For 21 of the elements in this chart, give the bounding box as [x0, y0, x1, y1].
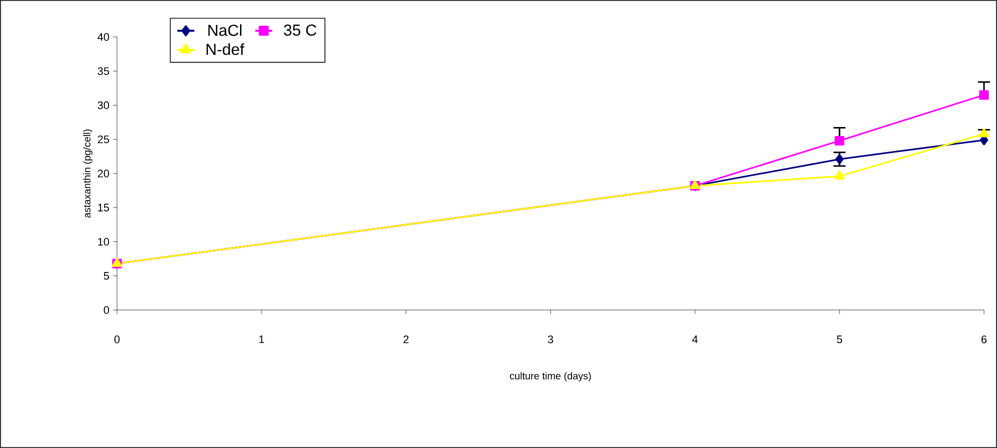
legend-label: NaCl	[208, 24, 242, 36]
x-axis-title: culture time (days)	[510, 372, 591, 382]
y-tick-label: 10	[98, 238, 110, 246]
y-tick-label: 5	[104, 272, 110, 280]
x-tick-label: 4	[692, 336, 698, 344]
legend-label: 35 C	[284, 24, 316, 36]
y-tick-label: 15	[98, 204, 110, 212]
y-tick-label: 0	[104, 306, 110, 314]
x-tick-label: 1	[259, 336, 264, 344]
x-tick-label: 3	[548, 336, 554, 344]
y-tick-label: 30	[98, 101, 110, 110]
y-tick-label: 20	[98, 170, 110, 178]
x-tick-label: 6	[982, 336, 987, 344]
x-tick-label: 2	[404, 336, 409, 344]
y-tick-label: 25	[98, 135, 110, 144]
x-tick-label: 0	[114, 336, 120, 344]
legend-label: N-def	[206, 43, 244, 55]
y-tick-label: 40	[98, 33, 110, 41]
y-tick-label: 35	[98, 67, 110, 75]
y-axis-title: astaxanthin (pg/cell)	[83, 130, 92, 218]
x-tick-label: 5	[836, 336, 842, 344]
